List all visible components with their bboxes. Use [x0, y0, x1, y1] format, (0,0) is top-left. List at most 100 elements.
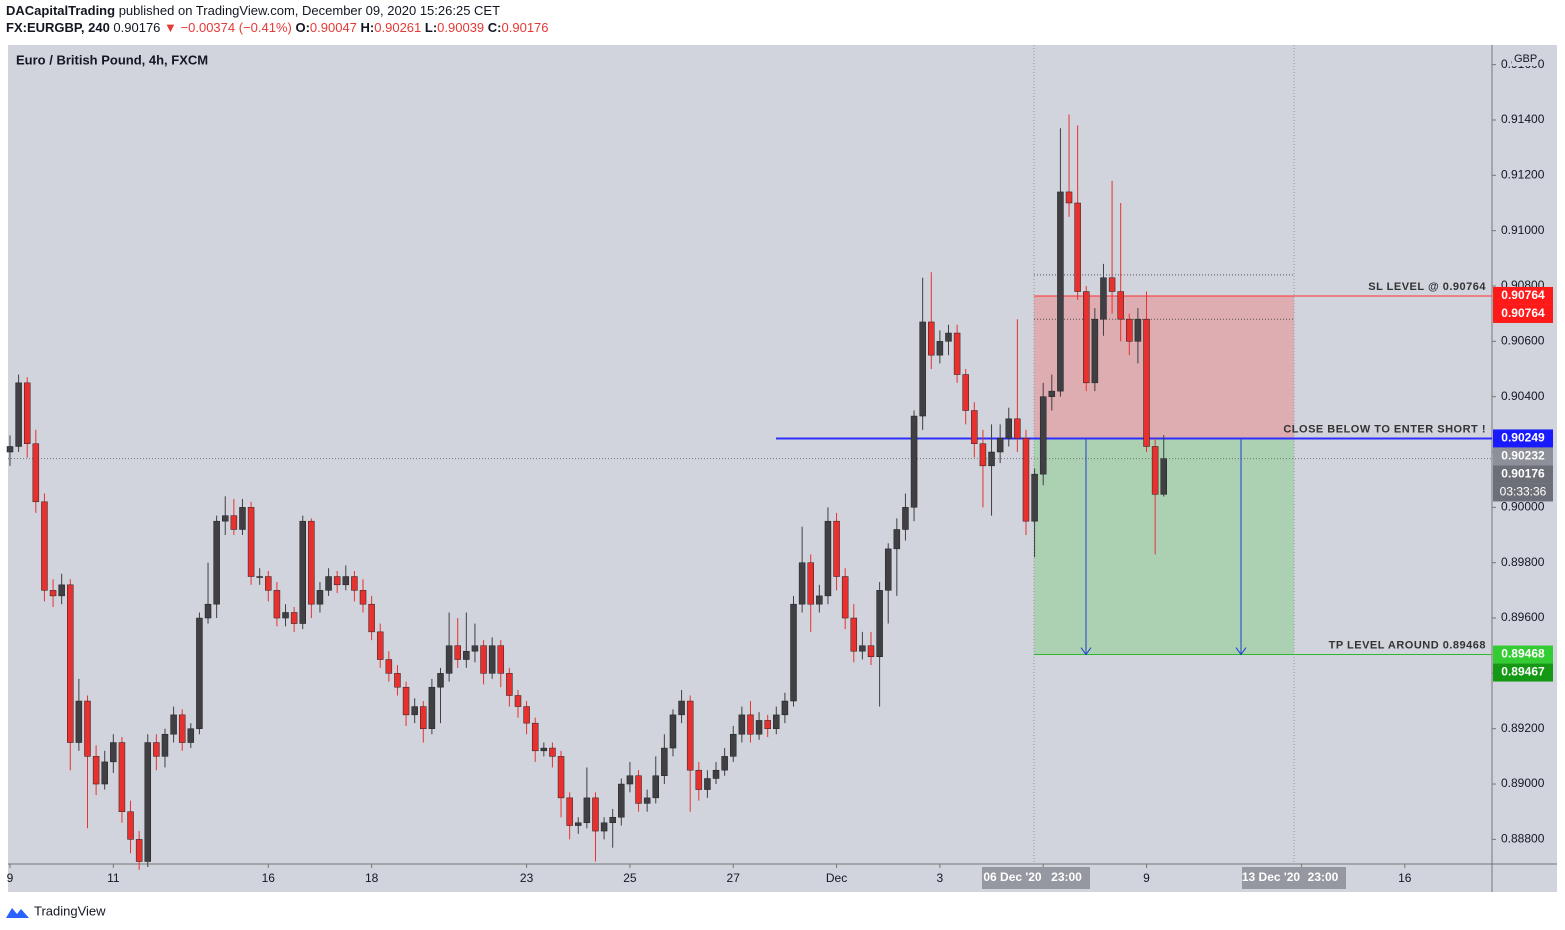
price-label-box: [1493, 429, 1553, 448]
candle-body: [592, 797, 599, 832]
y-tick-label: 0.89600: [1501, 610, 1545, 624]
y-tick-label: 0.89800: [1501, 555, 1545, 569]
price-label: 0.90232: [1501, 449, 1545, 463]
candle-body: [1074, 202, 1081, 292]
candle-body: [876, 590, 883, 658]
candle-body: [583, 797, 591, 824]
candle-body: [411, 706, 418, 716]
candle-body: [919, 321, 926, 417]
candle-body: [1057, 191, 1064, 392]
time-label-box: [1300, 867, 1346, 889]
candle-body: [471, 645, 479, 652]
level-text: TP LEVEL AROUND 0.89468: [1329, 639, 1486, 651]
candle-body: [144, 742, 152, 862]
candle-body: [316, 590, 324, 605]
candle-body: [755, 720, 763, 735]
symbol-line: FX:EURGBP, 240 0.90176 ▼ −0.00374 (−0.41…: [6, 20, 549, 35]
candle-body: [1160, 458, 1167, 495]
currency-label: GBP: [1514, 53, 1537, 65]
candle-body: [798, 562, 806, 605]
candle-body: [1108, 277, 1116, 292]
candle-body: [213, 520, 220, 605]
candle-body: [1048, 390, 1056, 397]
candle-body: [101, 761, 108, 785]
candle-body: [1005, 418, 1013, 439]
candle-body: [506, 673, 513, 696]
y-tick-label: 0.89200: [1501, 721, 1545, 735]
target-arrowhead: [1235, 647, 1247, 656]
candle-body: [678, 700, 685, 716]
candle-body: [609, 816, 616, 824]
y-tick-label: 0.88800: [1501, 832, 1545, 846]
candle-body: [790, 603, 797, 702]
candle-body: [712, 769, 720, 779]
time-label: 06 Dec '20: [983, 870, 1042, 884]
candle-body: [368, 603, 375, 633]
candle-body: [385, 659, 393, 674]
candle-body: [23, 382, 31, 444]
x-tick-label: 27: [727, 871, 741, 885]
candle-body: [523, 706, 530, 724]
x-tick-label: 3: [937, 871, 944, 885]
candle-body: [807, 562, 814, 605]
candle-body: [1083, 291, 1090, 384]
y-tick-label: 0.90000: [1501, 500, 1545, 514]
candle-body: [67, 584, 74, 743]
candle-body: [781, 700, 789, 716]
candle-body: [480, 645, 487, 674]
candle-body: [32, 443, 40, 503]
y-tick-label: 0.90600: [1501, 334, 1545, 348]
chart-title: Euro / British Pound, 4h, FXCM: [16, 52, 208, 67]
candle-body: [463, 650, 470, 660]
candle-body: [58, 584, 65, 597]
publisher: DACapitalTrading published on TradingVie…: [6, 3, 500, 18]
candle-body: [884, 548, 892, 591]
candle-body: [618, 783, 625, 818]
time-label-box: [1242, 867, 1300, 889]
candle-body: [686, 700, 694, 771]
candle-body: [996, 437, 1004, 453]
candle-body: [196, 617, 203, 729]
level-text: SL LEVEL @ 0.90764: [1368, 281, 1486, 293]
candle-body: [1100, 277, 1107, 320]
countdown: 03:33:36: [1500, 485, 1547, 499]
candle-body: [92, 756, 100, 785]
y-tick-label: 0.90400: [1501, 389, 1545, 403]
x-tick-label: 9: [7, 871, 14, 885]
candle-body: [161, 733, 169, 757]
candle-body: [729, 733, 737, 757]
price-label: 0.90764: [1501, 288, 1545, 302]
candle-body: [867, 645, 875, 658]
candle-body: [773, 714, 780, 729]
candle-body: [661, 747, 668, 776]
candle-body: [953, 332, 961, 375]
candle-body: [1151, 446, 1159, 495]
candle-body: [454, 645, 461, 660]
price-label: 0.89467: [1501, 665, 1545, 679]
candle-body: [110, 742, 117, 763]
candle-body: [652, 775, 659, 799]
candle-body: [738, 714, 746, 735]
candle-body: [497, 645, 505, 674]
candle-body: [49, 590, 57, 597]
price-label: 0.90764: [1501, 306, 1545, 320]
candle-body: [15, 382, 22, 447]
candle-body: [1134, 318, 1142, 342]
candle-body: [557, 756, 565, 799]
price-label: 0.90249: [1501, 431, 1545, 445]
time-label: 23:00: [1051, 870, 1082, 884]
candle-body: [910, 415, 918, 508]
candle-body: [747, 714, 754, 735]
candle-body: [187, 728, 195, 743]
candle-body: [549, 747, 556, 757]
candle-body: [428, 686, 436, 729]
time-label: 13 Dec '20: [1242, 870, 1301, 884]
tradingview-logo: [6, 908, 29, 918]
price-label-box: [1493, 663, 1553, 682]
candle-body: [376, 631, 384, 660]
price-label-box: [1493, 645, 1553, 664]
candle-body: [402, 686, 410, 716]
candle-body: [540, 747, 548, 752]
time-label-box: [1043, 867, 1090, 889]
candle-body: [41, 501, 48, 591]
